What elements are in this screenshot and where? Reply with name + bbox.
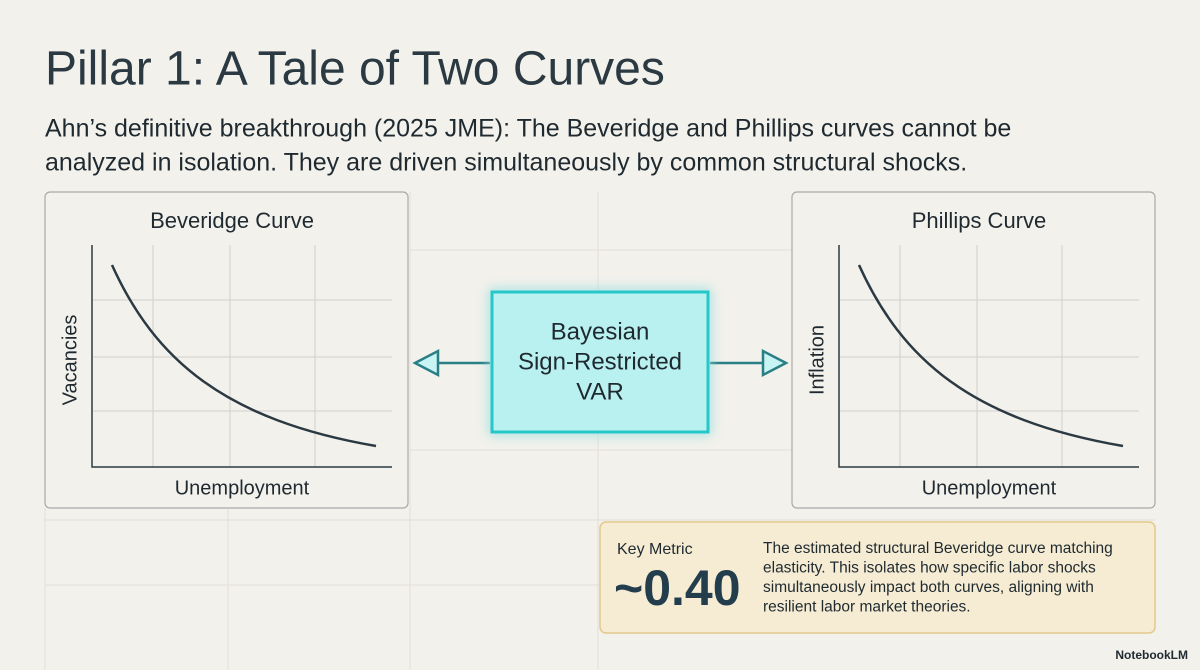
metric-description-line: elasticity. This isolates how specific l… [763, 560, 1096, 577]
metric-description-line: The estimated structural Beveridge curve… [763, 540, 1113, 557]
center-label: Sign-Restricted [518, 348, 682, 375]
subtitle: Ahn’s definitive breakthrough (2025 JME)… [45, 115, 1011, 143]
arrows [412, 348, 789, 378]
axes [91, 245, 392, 468]
watermark: NotebookLM [1115, 648, 1188, 662]
curve [110, 264, 377, 448]
axes [838, 245, 1139, 468]
background-grid [44, 192, 1155, 670]
center-label: VAR [576, 378, 624, 405]
metric-description-line: resilient labor market theories. [763, 599, 971, 616]
panel [44, 191, 409, 509]
metric-box [599, 521, 1156, 634]
panel-title: Phillips Curve [912, 208, 1047, 233]
metric-description-line: simultaneously impact both curves, align… [763, 579, 1094, 596]
y-axis-label: Inflation [806, 325, 828, 395]
metric-label: Key Metric [617, 541, 693, 558]
panels: Beveridge Curve Unemployment Vacancies Phil… [44, 191, 1156, 509]
x-axis-label: Unemployment [175, 477, 310, 499]
metric-value: ~0.40 [614, 560, 741, 616]
y-axis-label: Vacancies [59, 315, 81, 406]
center-label: Bayesian [551, 318, 650, 345]
panel [791, 191, 1156, 509]
panel-title: Beveridge Curve [150, 208, 314, 233]
x-axis-label: Unemployment [922, 477, 1057, 499]
metric-description: The estimated structural Beveridge curve… [763, 540, 1113, 616]
center-box [490, 290, 710, 434]
curve [857, 264, 1124, 448]
title: Pillar 1: A Tale of Two Curves [45, 43, 665, 96]
subtitle: analyzed in isolation. They are driven s… [45, 149, 967, 177]
